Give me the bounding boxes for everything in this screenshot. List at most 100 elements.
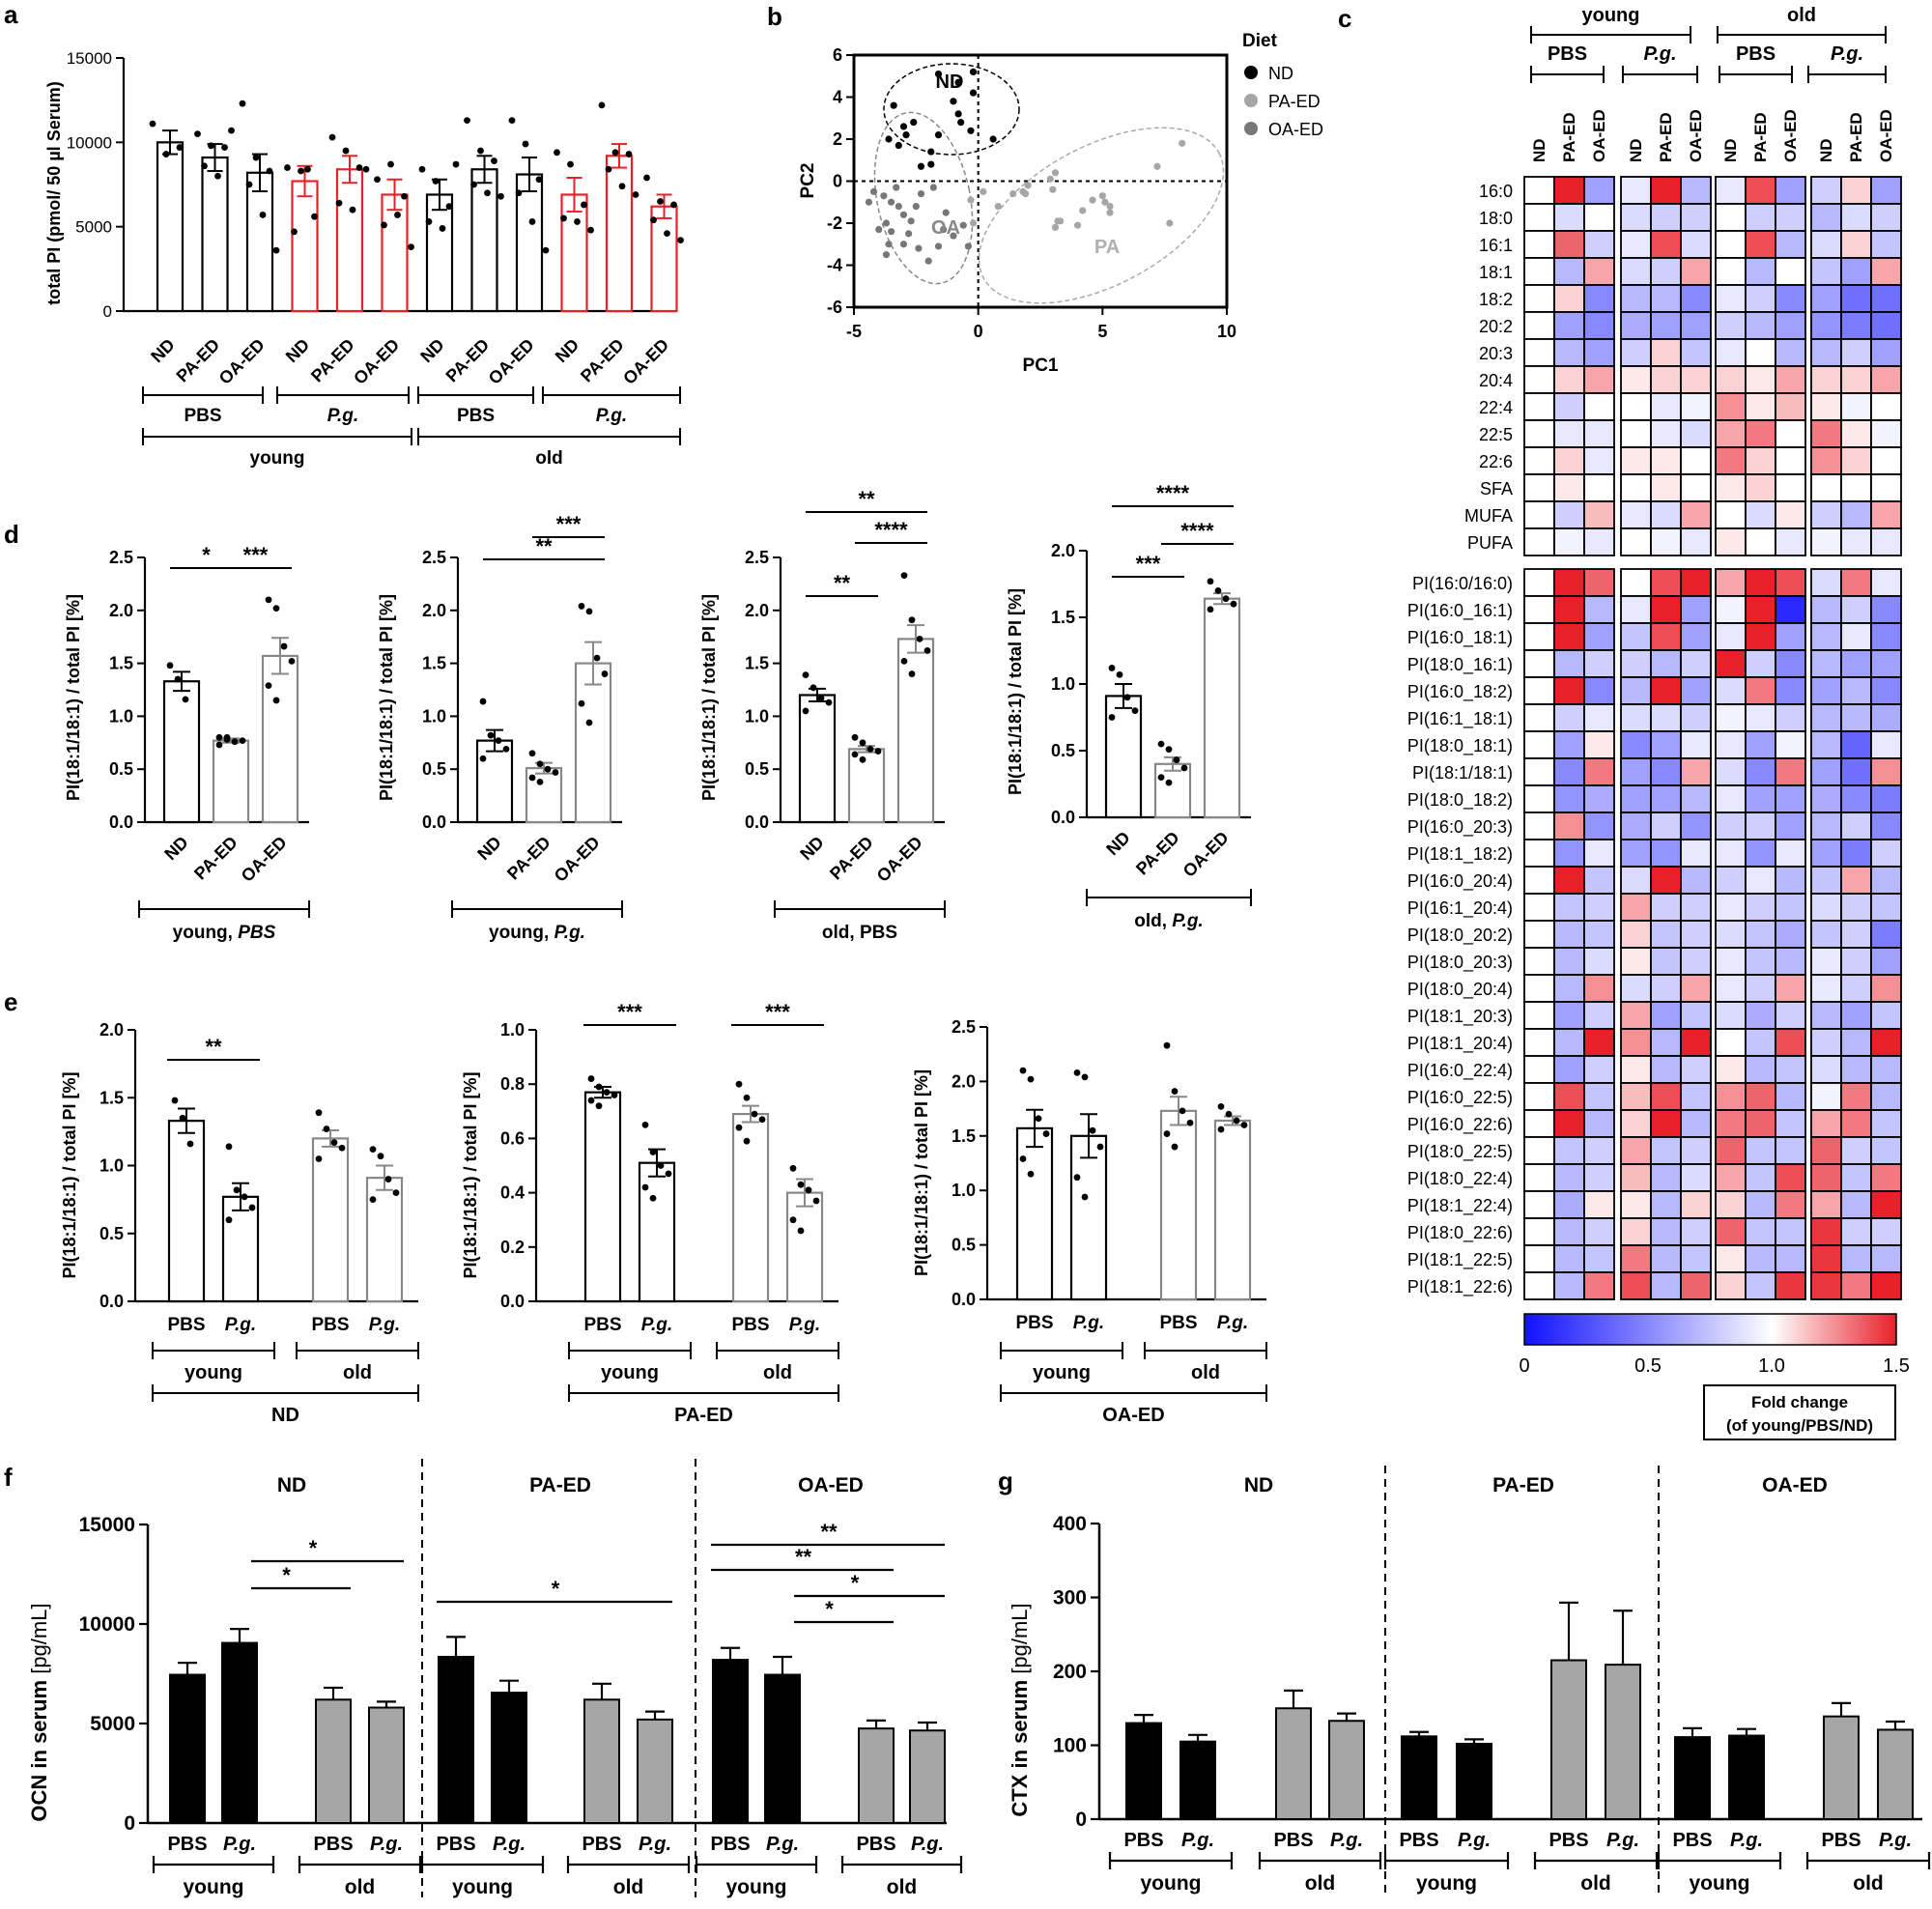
- age-label: old: [1191, 1362, 1220, 1383]
- pi-species-row-label: PI(16:0_18:1): [1407, 628, 1513, 648]
- heatmap-cell: [1810, 893, 1842, 922]
- heatmap-cell: [1840, 1217, 1872, 1246]
- heatmap-cell: [1583, 1244, 1615, 1273]
- significance-bar-stars: ***: [1136, 552, 1161, 576]
- heatmap-cell: [1715, 338, 1747, 367]
- data-point: [677, 237, 684, 244]
- heatmap-cell: [1840, 500, 1872, 529]
- bar: [712, 1659, 749, 1824]
- heatmap-cell: [1553, 230, 1585, 259]
- data-point: [552, 769, 559, 776]
- y-tick-label: 0.0: [99, 1292, 124, 1311]
- data-point: [1207, 606, 1214, 613]
- heatmap-cell: [1680, 365, 1712, 394]
- heatmap-cell: [1715, 392, 1747, 421]
- data-point: [272, 697, 280, 704]
- scatter-point: [895, 203, 902, 211]
- heatmap-cell: [1583, 1001, 1615, 1030]
- heatmap-cell: [1650, 730, 1682, 759]
- bar: [491, 1692, 527, 1824]
- y-axis-label: total PI (pmol/ 50 µl Serum): [44, 81, 64, 304]
- heatmap-cell: [1775, 866, 1806, 895]
- heatmap-cell: [1620, 676, 1652, 705]
- data-point: [223, 733, 231, 741]
- heatmap-cell: [1553, 757, 1585, 786]
- heatmap-cell: [1523, 1109, 1555, 1138]
- heatmap-cell: [1745, 1244, 1776, 1273]
- heatmap-cell: [1523, 1136, 1555, 1165]
- significance-stars: *: [282, 1563, 291, 1587]
- heatmap-cell: [1715, 203, 1747, 232]
- heatmap-cell: [1810, 703, 1842, 732]
- heatmap-cell: [1715, 920, 1747, 949]
- heatmap-cell: [1523, 311, 1555, 340]
- heatmap-cell: [1553, 1190, 1585, 1219]
- heatmap-cell: [1745, 1082, 1776, 1111]
- y-tick-label: 2: [833, 129, 842, 149]
- heatmap-cell: [1523, 676, 1555, 705]
- heatmap-cell: [1680, 1244, 1712, 1273]
- lipid-row-label: 20:4: [1479, 371, 1513, 390]
- group-label-part: young,: [489, 923, 554, 943]
- heatmap-cell: [1745, 1271, 1776, 1300]
- heatmap-cell: [1523, 473, 1555, 502]
- heatmap-cell: [1553, 595, 1585, 624]
- data-point: [593, 654, 601, 662]
- data-point: [743, 1137, 751, 1145]
- heatmap-cell: [1583, 1271, 1615, 1300]
- heatmap-cell: [1523, 203, 1555, 232]
- data-point: [176, 144, 184, 151]
- heatmap-cell: [1810, 446, 1842, 475]
- legend-marker: [1244, 66, 1258, 79]
- bar: [475, 739, 514, 824]
- heatmap-cell: [1810, 1082, 1842, 1111]
- data-point: [194, 130, 201, 138]
- data-point: [1240, 1122, 1248, 1128]
- heatmap-cell: [1810, 1271, 1842, 1300]
- heatmap-cell: [1680, 947, 1712, 976]
- y-axis-label: PI(18:1/18:1) / total PI [%]: [64, 594, 83, 801]
- data-point: [497, 192, 504, 200]
- heatmap-cell: [1650, 974, 1682, 1003]
- scatter-point: [890, 101, 897, 109]
- pi-species-row-label: PI(18:0_20:2): [1407, 926, 1513, 946]
- heatmap-cell: [1620, 622, 1652, 651]
- y-tick-label: 1.0: [99, 1156, 124, 1176]
- lipid-row-label: 18:0: [1479, 209, 1513, 228]
- group-label: young, P.g.: [489, 923, 585, 943]
- lipid-row-label: 22:4: [1479, 398, 1513, 417]
- heatmap-cell: [1745, 527, 1776, 556]
- heatmap-cell: [1775, 419, 1806, 448]
- heatmap-cell: [1523, 568, 1555, 597]
- significance-bar-stars: ****: [1180, 519, 1214, 543]
- heatmap-cell: [1680, 920, 1712, 949]
- heatmap-cell: [1715, 1082, 1747, 1111]
- y-tick-label: 0.5: [99, 1224, 124, 1243]
- data-point: [1131, 707, 1139, 714]
- heatmap-cell: [1620, 866, 1652, 895]
- heatmap-cell: [1553, 446, 1585, 475]
- x-tick-label: OA-ED: [350, 335, 403, 388]
- data-point: [208, 142, 214, 150]
- y-tick-label: 0.5: [422, 759, 446, 779]
- heatmap-cell: [1745, 473, 1776, 502]
- heatmap-cell: [1650, 784, 1682, 813]
- heatmap-cell: [1583, 176, 1615, 205]
- bar: [311, 1137, 350, 1303]
- bar: [245, 171, 274, 313]
- scatter-point: [888, 198, 895, 206]
- colorbar: [1523, 1313, 1897, 1346]
- diet-title: PA-ED: [1492, 1474, 1554, 1496]
- heatmap-cell: [1523, 595, 1555, 624]
- data-point: [789, 1164, 797, 1172]
- lipid-row-label: 18:1: [1479, 263, 1513, 282]
- data-point: [445, 203, 453, 211]
- scatter-point: [910, 119, 918, 127]
- heatmap-cell: [1870, 230, 1902, 259]
- heatmap-cell: [1715, 473, 1747, 502]
- heatmap-cell: [1620, 1271, 1652, 1300]
- group-label-part: old,: [822, 923, 860, 943]
- scatter-point: [899, 211, 908, 218]
- x-tick-label: 5: [1097, 322, 1107, 341]
